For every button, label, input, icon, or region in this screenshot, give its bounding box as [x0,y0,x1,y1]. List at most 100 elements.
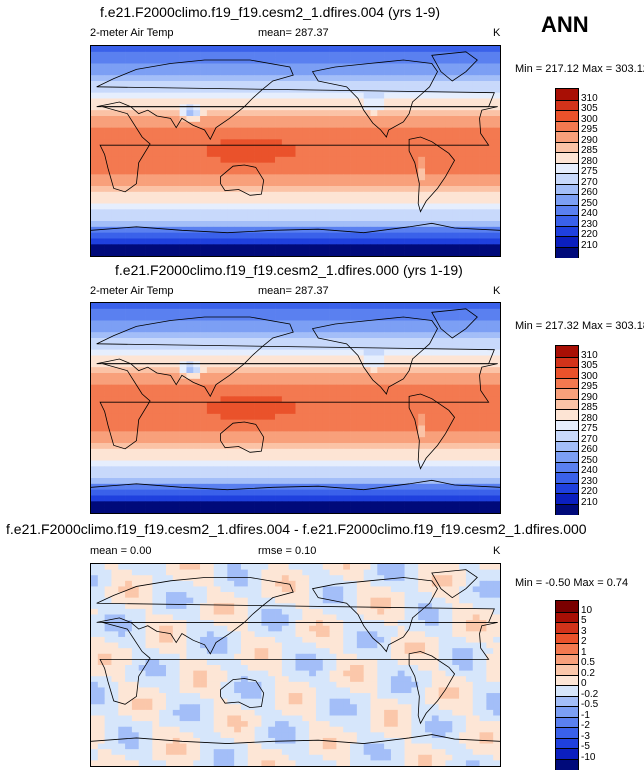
map-cell [397,608,405,615]
map-cell [377,191,385,199]
map-cell [363,75,371,82]
map-cell [206,162,215,169]
map-cell [261,483,269,491]
map-cell [165,367,174,374]
map-cell [138,145,146,152]
map-cell [377,367,385,374]
map-cell [275,46,283,53]
map-cell [425,460,433,467]
map-cell [213,326,221,333]
map-cell [288,75,296,82]
map-cell [97,378,105,386]
map-cell [152,413,160,421]
map-cell [206,46,215,53]
map-cell [254,332,262,339]
map-cell [425,466,433,473]
map-cell [220,116,228,123]
map-cell [486,174,494,181]
map-cell [445,226,453,234]
map-cell [350,232,358,239]
map-cell [309,489,317,496]
map-cell [445,308,453,316]
map-cell [213,139,221,146]
map-cell [452,238,460,245]
map-cell [213,226,221,234]
map-cell [111,390,119,397]
map-cell [91,489,99,496]
map-cell [131,437,140,444]
map-cell [247,495,255,502]
map-cell [431,489,439,496]
map-cell [275,564,283,570]
map-cell [438,367,446,374]
map-cell [118,215,126,222]
map-cell [125,221,133,228]
map-cell [418,191,426,199]
map-cell [418,186,426,193]
map-cell [322,92,330,99]
map-cell [268,460,276,467]
map-cell [275,174,283,181]
map-cell [240,320,249,327]
map-cell [329,466,337,473]
map-cell [404,75,412,82]
map-cell [118,57,126,64]
map-cell [193,355,201,362]
map-cell [206,250,215,256]
map-cell [411,402,419,409]
map-cell [179,151,187,158]
map-cell [390,466,399,473]
map-cell [445,303,453,310]
map-cell [227,608,235,615]
map-cell [356,46,365,53]
map-cell [227,197,235,204]
map-cell [165,116,174,123]
map-cell [288,151,296,158]
map-cell [125,139,133,146]
map-cell [179,250,187,256]
map-cell [200,110,208,117]
map-cell [261,226,269,234]
map-cell [356,133,365,140]
map-cell [486,145,494,152]
map-cell [431,86,439,94]
map-cell [111,338,119,345]
map-cell [200,168,208,175]
map-cell [302,151,310,158]
map-cell [145,580,153,587]
map-cell [159,139,167,146]
map-cell [118,156,126,164]
map-cell [459,86,467,94]
map-cell [425,608,433,615]
map-cell [356,320,365,327]
map-cell [179,332,187,339]
map-cell [145,75,153,82]
map-cell [431,361,439,368]
map-cell [315,575,324,582]
map-cell [411,586,419,593]
map-cell [384,69,392,76]
map-cell [350,603,358,610]
map-cell [493,215,500,222]
map-cell [247,425,255,432]
map-cell [479,69,487,76]
map-cell [275,425,283,432]
map-cell [111,303,119,310]
map-cell [295,367,303,374]
map-cell [472,51,480,59]
map-cell [234,226,242,234]
map-cell [343,483,351,491]
map-cell [445,507,453,513]
map-cell [472,151,480,158]
map-cell [165,98,174,105]
map-cell [213,483,221,491]
map-cell [315,232,324,239]
map-cell [234,586,242,593]
map-cell [356,466,365,473]
map-cell [125,168,133,175]
map-cell [145,314,153,321]
map-cell [240,326,249,333]
map-cell [165,110,174,117]
map-cell [472,495,480,502]
map-cell [275,448,283,456]
